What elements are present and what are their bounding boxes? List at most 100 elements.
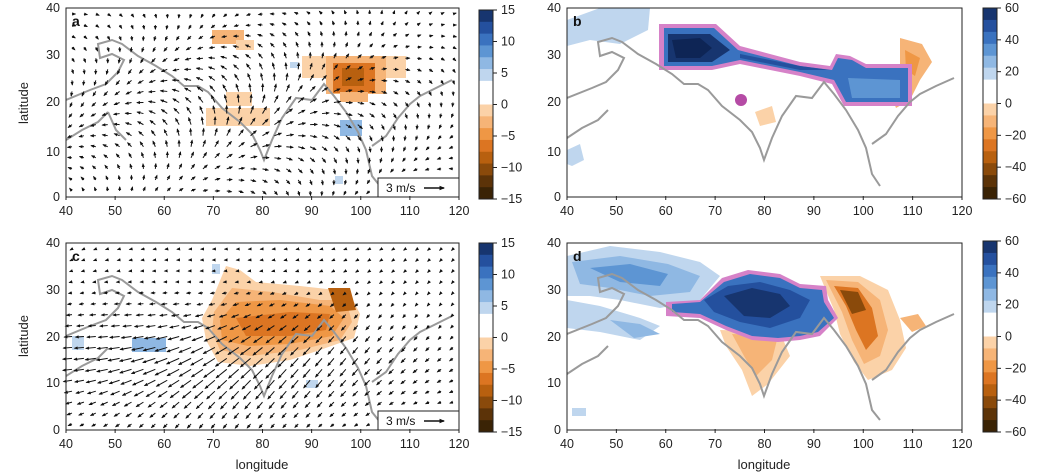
wind-vector (73, 346, 84, 350)
colorbar-swatch (983, 360, 997, 373)
wind-vector (282, 41, 287, 48)
wind-vector (178, 187, 184, 192)
wind-vector (269, 412, 275, 419)
wind-vector (202, 139, 206, 147)
wind-vector (354, 190, 359, 195)
wind-vector (293, 303, 299, 307)
wind-vector (130, 13, 135, 18)
wind-vector (438, 247, 444, 251)
wind-vector (179, 379, 192, 389)
wind-vector (182, 313, 192, 318)
wind-vector (262, 179, 268, 183)
wind-vector (98, 390, 108, 395)
wind-vector (393, 91, 399, 95)
wind-vector (426, 302, 431, 307)
wind-vector (416, 91, 421, 96)
wind-vector (82, 69, 86, 75)
wind-vector (145, 390, 156, 398)
wind-vector (390, 168, 394, 173)
wind-vector (124, 122, 132, 126)
wind-vector (369, 67, 376, 71)
wind-vector (252, 347, 263, 356)
wind-vector (150, 129, 156, 136)
wind-vector (425, 156, 430, 161)
wind-vector (214, 140, 219, 148)
colorbar-tick: −60 (1005, 192, 1026, 206)
wind-vector (163, 128, 168, 136)
wind-vector (118, 35, 122, 41)
wind-vector (303, 379, 311, 389)
wind-vector (69, 258, 74, 262)
wind-vector (416, 102, 420, 108)
wind-vector (294, 31, 299, 37)
wind-vector (357, 101, 365, 105)
wind-vector (115, 153, 121, 159)
colorbar-tick: −40 (1005, 160, 1026, 174)
wind-vector (82, 80, 86, 86)
wind-vector (241, 325, 251, 331)
wind-vector (278, 379, 287, 390)
wind-vector (200, 13, 204, 19)
wind-vector (414, 291, 419, 296)
x-tick: 100 (350, 437, 371, 451)
wind-vector (376, 358, 382, 365)
colorbar-swatch (983, 55, 997, 69)
wind-vector (258, 280, 263, 284)
colorbar-swatch (983, 139, 997, 152)
wind-vector (343, 269, 348, 273)
x-tick: 90 (305, 204, 319, 218)
wind-vector (293, 11, 299, 16)
colorbar-tick: 5 (501, 299, 508, 313)
wind-vector (62, 368, 73, 372)
wind-vector (452, 45, 457, 50)
wind-vector (355, 168, 360, 175)
wind-vector (210, 423, 216, 429)
wind-vector (84, 368, 96, 373)
wind-vector (147, 90, 156, 94)
colorbar-swatch (479, 290, 493, 303)
x-tick: 50 (108, 437, 122, 451)
wind-vector (255, 390, 263, 400)
colorbar-tick: −5 (501, 129, 515, 143)
wind-vector (172, 98, 180, 103)
wind-vector (402, 314, 407, 319)
panel-d: d (566, 242, 963, 431)
wind-vector (220, 401, 228, 410)
colorbar-tick: 60 (1005, 1, 1019, 15)
wind-vector (253, 379, 263, 390)
wind-vector (309, 98, 318, 103)
wind-vector (103, 423, 108, 427)
wind-vector (403, 258, 408, 262)
wind-vector (78, 412, 85, 416)
colorbar-swatch (479, 266, 493, 279)
wind-vector (135, 313, 144, 317)
wind-vector (185, 46, 192, 51)
wind-vector (94, 58, 98, 64)
wind-vector (378, 168, 383, 174)
wind-vector (340, 390, 347, 398)
wind-vector (400, 358, 406, 364)
wind-vector (413, 167, 418, 172)
colorbar-swatch (479, 128, 493, 141)
wind-vector (286, 168, 292, 173)
wind-vector (236, 93, 240, 103)
wind-vector (207, 66, 216, 70)
panel-a-scale-box: 3 m/s (377, 177, 460, 198)
wind-vector (401, 325, 406, 330)
wind-vector (162, 118, 168, 125)
wind-vector (262, 94, 266, 103)
colorbar-swatch (983, 396, 997, 409)
wind-vector (404, 21, 409, 26)
wind-vector (250, 105, 254, 114)
wind-vector (147, 401, 156, 408)
wind-vector (166, 175, 171, 181)
x-tick: 120 (449, 437, 470, 451)
colorbar-swatch (479, 21, 493, 35)
wind-vector (127, 142, 132, 148)
wind-vector (416, 10, 421, 15)
wind-vector (416, 79, 422, 84)
wind-vector (117, 58, 121, 64)
wind-vector (265, 368, 275, 379)
wind-vector (93, 175, 97, 181)
wind-vector (188, 116, 192, 125)
